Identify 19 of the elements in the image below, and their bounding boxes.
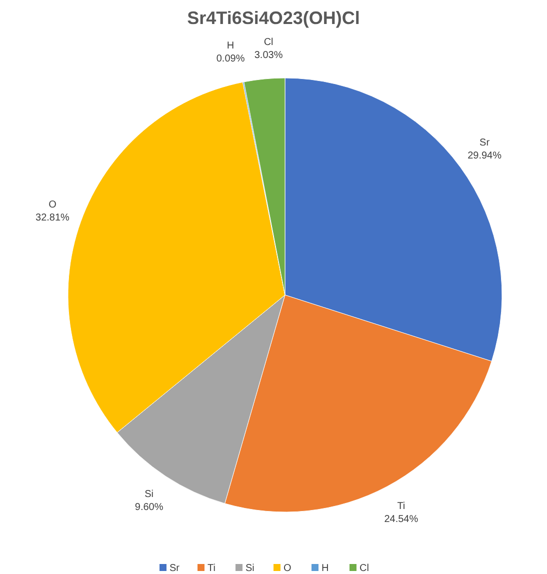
data-label: 3.03% [254, 50, 283, 62]
legend-label: Sr [170, 563, 180, 574]
legend-label: Ti [208, 563, 216, 574]
data-label: 24.54% [384, 514, 418, 525]
legend-label: Si [246, 563, 254, 574]
legend-label: H [322, 563, 329, 574]
slice-label: Ti [397, 500, 406, 512]
slice-label: Sr [480, 137, 490, 148]
slice-label: O [48, 200, 57, 211]
data-label: 29.94% [468, 150, 502, 162]
legend-label: Cl [360, 563, 369, 574]
slice-label: H [226, 40, 234, 52]
slice-label: Si [144, 489, 154, 500]
chart-title: Sr4Ti6Si4O23(OH)Cl [187, 8, 360, 28]
data-label: 9.60% [134, 502, 164, 514]
slice-label: Cl [264, 37, 274, 48]
legend-label: O [284, 563, 292, 574]
data-label: 32.81% [36, 212, 70, 224]
data-label: 0.09% [216, 54, 245, 65]
